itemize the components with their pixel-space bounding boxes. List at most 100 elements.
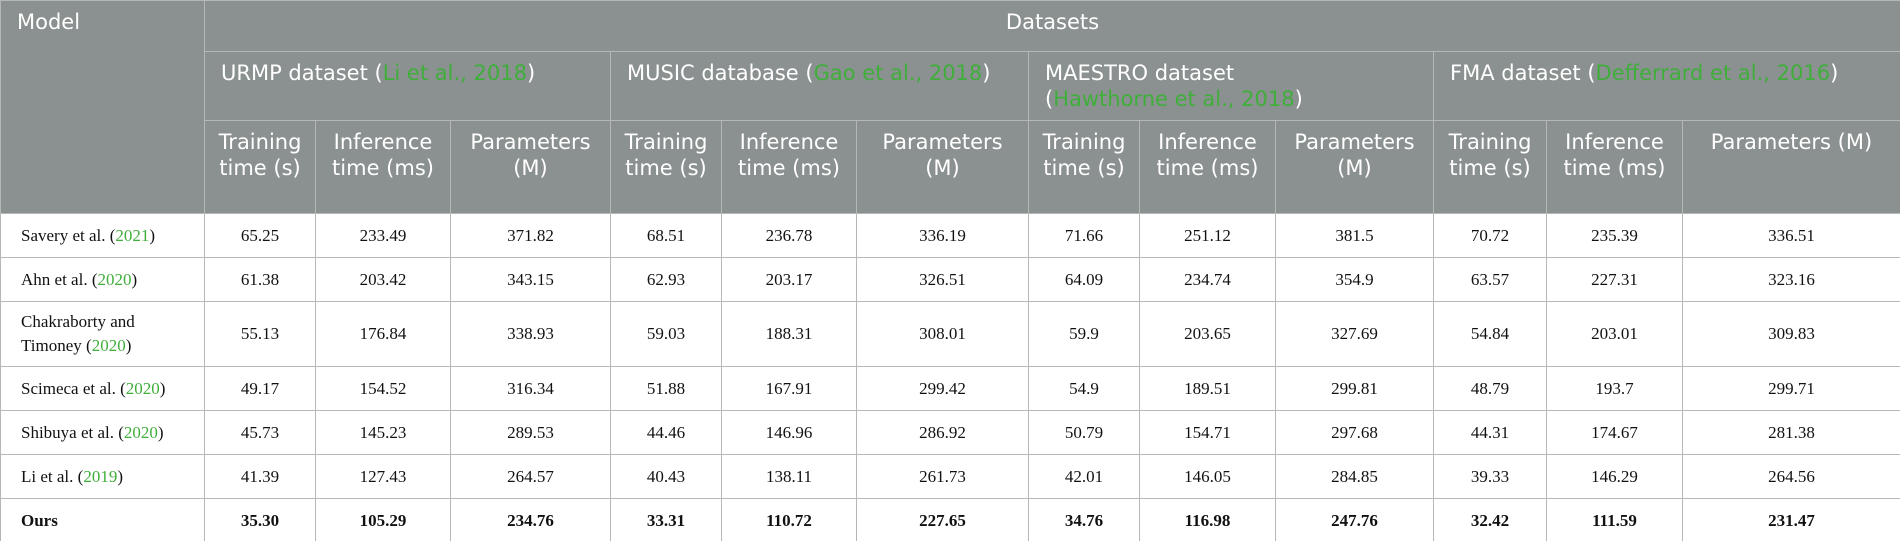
value-cell: 167.91 [721,366,857,411]
value-cell: 174.67 [1546,410,1683,455]
value-cell: 33.31 [610,498,722,541]
model-cell: Savery et al. (2021) [0,213,205,258]
value-cell: 110.72 [721,498,857,541]
value-cell: 35.30 [204,498,316,541]
value-cell: 68.51 [610,213,722,258]
value-cell: 299.81 [1275,366,1434,411]
column-header: Training time (s) [1433,120,1547,214]
value-cell: 247.76 [1275,498,1434,541]
column-header: Training time (s) [204,120,316,214]
table-row: Chakraborty and Timoney (2020) 55.13 176.8… [0,301,1900,367]
value-cell: 235.39 [1546,213,1683,258]
citation-year: 2020 [125,378,160,398]
paren: ( [374,61,383,85]
value-cell: 299.71 [1682,366,1900,411]
paren: ( [1045,87,1054,111]
value-cell: 371.82 [450,213,611,258]
citation-year: 2019 [83,466,118,486]
value-cell: 264.56 [1682,454,1900,499]
value-cell: 188.31 [721,301,857,367]
dataset-heading: MUSIC database (Gao et al., 2018) [627,60,1012,86]
value-cell: 105.29 [315,498,451,541]
value-cell: 44.46 [610,410,722,455]
value-cell: 234.76 [450,498,611,541]
citation-link: Hawthorne et al., 2018 [1053,87,1295,111]
value-cell: 326.51 [856,257,1029,302]
value-cell: 71.66 [1028,213,1140,258]
value-cell: 381.5 [1275,213,1434,258]
value-cell: 323.16 [1682,257,1900,302]
citation-link: Defferrard et al., 2016 [1595,61,1831,85]
group-header: Datasets [204,0,1900,52]
value-cell: 59.03 [610,301,722,367]
value-cell: 40.43 [610,454,722,499]
value-cell: 336.51 [1682,213,1900,258]
model-name: ) [131,269,138,289]
model-cell: Shibuya et al. (2020) [0,410,205,455]
dataset-citation: (Defferrard et al., 2016) [1587,60,1838,86]
dataset-citation: (Li et al., 2018) [375,60,536,86]
value-cell: 48.79 [1433,366,1547,411]
value-cell: 308.01 [856,301,1029,367]
column-header: Parameters (M) [1275,120,1434,214]
model-name: Ahn et al. ( [21,269,98,289]
value-cell: 116.98 [1139,498,1276,541]
value-cell: 34.76 [1028,498,1140,541]
model-name: ) [157,422,164,442]
value-cell: 297.68 [1275,410,1434,455]
model-cell: Ours [0,498,205,541]
dataset-heading: FMA dataset (Defferrard et al., 2016) [1450,60,1840,86]
model-name: Li et al. ( [21,466,84,486]
model-name: Shibuya et al. ( [21,422,124,442]
model-name: ) [117,466,123,486]
value-cell: 55.13 [204,301,316,367]
dataset-header: MAESTRO dataset (Hawthorne et al., 2018) [1028,51,1434,121]
value-cell: 54.84 [1433,301,1547,367]
value-cell: 50.79 [1028,410,1140,455]
column-header: Training time (s) [1028,120,1140,214]
value-cell: 44.31 [1433,410,1547,455]
value-cell: 146.29 [1546,454,1683,499]
value-cell: 264.57 [450,454,611,499]
citation-link: Li et al., 2018 [382,61,527,85]
model-name: ) [125,336,132,355]
column-header: Parameters (M) [856,120,1029,214]
dataset-name: MAESTRO dataset [1045,61,1235,85]
table-row: Savery et al. (2021) 65.25 233.49 371.82 68.… [0,213,1900,258]
model-name: Savery et al. ( [21,225,116,245]
model-cell: Ahn et al. (2020) [0,257,205,302]
column-header: Inference time (ms) [1139,120,1276,214]
value-cell: 227.65 [856,498,1029,541]
value-cell: 309.83 [1682,301,1900,367]
model-name: Chakraborty and Timoney ( [21,312,135,355]
value-cell: 54.9 [1028,366,1140,411]
dataset-name: FMA dataset [1450,61,1581,85]
dataset-header: URMP dataset (Li et al., 2018) [204,51,611,121]
column-header: Inference time (ms) [1546,120,1683,214]
paren: ( [805,61,814,85]
citation-year: 2020 [123,422,158,442]
value-cell: 236.78 [721,213,857,258]
value-cell: 127.43 [315,454,451,499]
table-header: Model Datasets URMP dataset (Li et al., … [0,0,1900,214]
value-cell: 203.65 [1139,301,1276,367]
value-cell: 231.47 [1682,498,1900,541]
value-cell: 32.42 [1433,498,1547,541]
value-cell: 65.25 [204,213,316,258]
value-cell: 233.49 [315,213,451,258]
dataset-citation: (Gao et al., 2018) [805,60,990,86]
dataset-header: FMA dataset (Defferrard et al., 2016) [1433,51,1900,121]
model-name: Scimeca et al. ( [21,378,126,398]
dataset-heading: URMP dataset (Li et al., 2018) [221,60,594,86]
value-cell: 203.42 [315,257,451,302]
value-cell: 203.01 [1546,301,1683,367]
value-cell: 327.69 [1275,301,1434,367]
value-cell: 343.15 [450,257,611,302]
value-cell: 39.33 [1433,454,1547,499]
table-body: Savery et al. (2021) 65.25 233.49 371.82 68.… [0,213,1900,541]
dataset-name: URMP dataset [221,61,368,85]
value-cell: 154.71 [1139,410,1276,455]
dataset-header: MUSIC database (Gao et al., 2018) [610,51,1029,121]
model-header: Model [0,0,205,214]
